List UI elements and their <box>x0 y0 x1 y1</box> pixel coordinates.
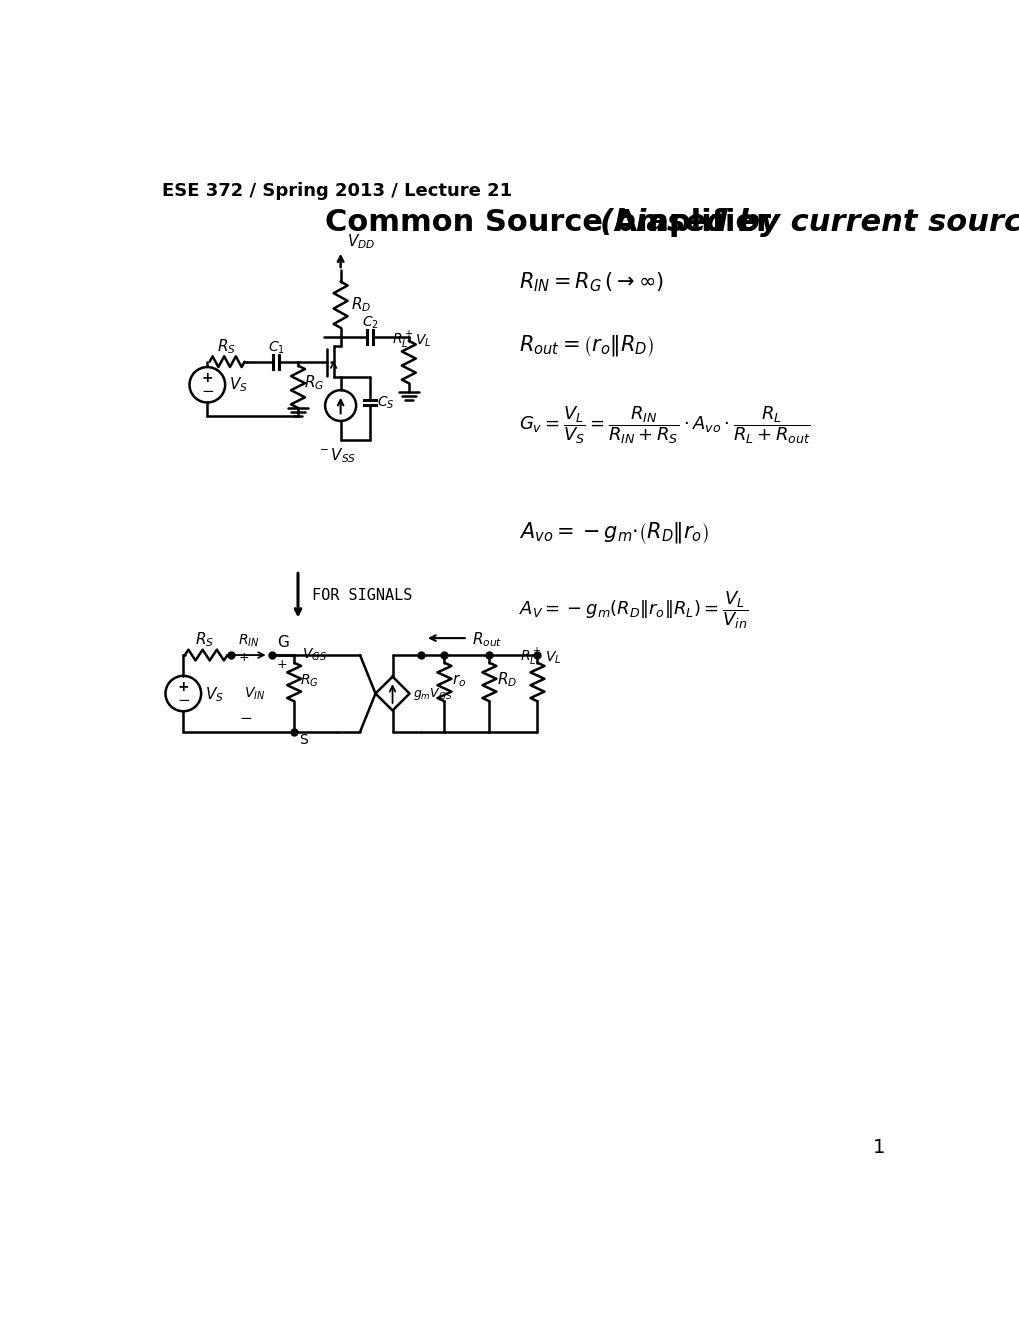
Text: $V_{DD}$: $V_{DD}$ <box>346 232 375 251</box>
Text: −: − <box>176 693 190 708</box>
Text: $A_{vo} = -g_m{\cdot}\left(R_D{\|}r_o\right)$: $A_{vo} = -g_m{\cdot}\left(R_D{\|}r_o\ri… <box>519 520 708 546</box>
Text: $C_1$: $C_1$ <box>268 339 284 356</box>
Text: −: − <box>238 710 252 726</box>
Text: $C_S$: $C_S$ <box>377 395 394 411</box>
Text: $V_S$: $V_S$ <box>205 685 223 705</box>
Text: $R_G$: $R_G$ <box>304 374 324 392</box>
Text: +: + <box>177 680 189 693</box>
Text: $C_2$: $C_2$ <box>362 315 378 331</box>
Text: $R_{IN} = R_G\,\left(\rightarrow\infty\right)$: $R_{IN} = R_G\,\left(\rightarrow\infty\r… <box>519 271 663 293</box>
Text: ESE 372 / Spring 2013 / Lecture 21: ESE 372 / Spring 2013 / Lecture 21 <box>162 182 512 199</box>
Text: S: S <box>299 733 307 747</box>
Text: $R_{out} = \left(r_o{\|}R_D\right)$: $R_{out} = \left(r_o{\|}R_D\right)$ <box>519 333 653 359</box>
Text: $R_S$: $R_S$ <box>195 630 214 649</box>
Text: 1: 1 <box>872 1138 884 1158</box>
Text: +: + <box>238 651 250 664</box>
Text: +: + <box>277 659 287 671</box>
Text: $r_o$: $r_o$ <box>451 672 466 689</box>
Text: $R_D$: $R_D$ <box>351 296 371 314</box>
Text: $A_V = -g_m\left(R_D{\|}r_o{\|}R_L\right) = \dfrac{V_L}{V_{in}}$: $A_V = -g_m\left(R_D{\|}r_o{\|}R_L\right… <box>519 590 748 631</box>
Text: $^-V_{SS}$: $^-V_{SS}$ <box>317 446 356 465</box>
Text: Common Source Amplifier: Common Source Amplifier <box>325 209 782 238</box>
Text: $V_L$: $V_L$ <box>545 649 561 665</box>
Text: $R_L^+$: $R_L^+$ <box>391 330 413 351</box>
Text: $R_L^+$: $R_L^+$ <box>520 647 541 668</box>
Text: FOR SIGNALS: FOR SIGNALS <box>312 587 412 603</box>
Text: $R_S$: $R_S$ <box>217 338 236 356</box>
Text: +: + <box>202 371 213 385</box>
Text: $V_S$: $V_S$ <box>229 375 248 395</box>
Text: $R_{out}$: $R_{out}$ <box>471 631 501 649</box>
Text: $R_D$: $R_D$ <box>496 671 517 689</box>
Text: $R_G$: $R_G$ <box>300 672 319 689</box>
Text: (biased by current source): (biased by current source) <box>599 209 1019 238</box>
Text: $V_L$: $V_L$ <box>415 333 431 348</box>
Text: $V_{GS}$: $V_{GS}$ <box>302 647 326 664</box>
Text: −: − <box>201 384 214 399</box>
Text: $V_{IN}$: $V_{IN}$ <box>244 685 265 702</box>
Text: $G_v = \dfrac{V_L}{V_S} = \dfrac{R_{IN}}{R_{IN}+R_S}\cdot A_{vo}\cdot\dfrac{R_L}: $G_v = \dfrac{V_L}{V_S} = \dfrac{R_{IN}}… <box>519 405 810 446</box>
Text: $R_{IN}$: $R_{IN}$ <box>237 632 259 648</box>
Text: $g_m V_{GS}$: $g_m V_{GS}$ <box>413 685 452 701</box>
Text: G: G <box>277 635 288 651</box>
